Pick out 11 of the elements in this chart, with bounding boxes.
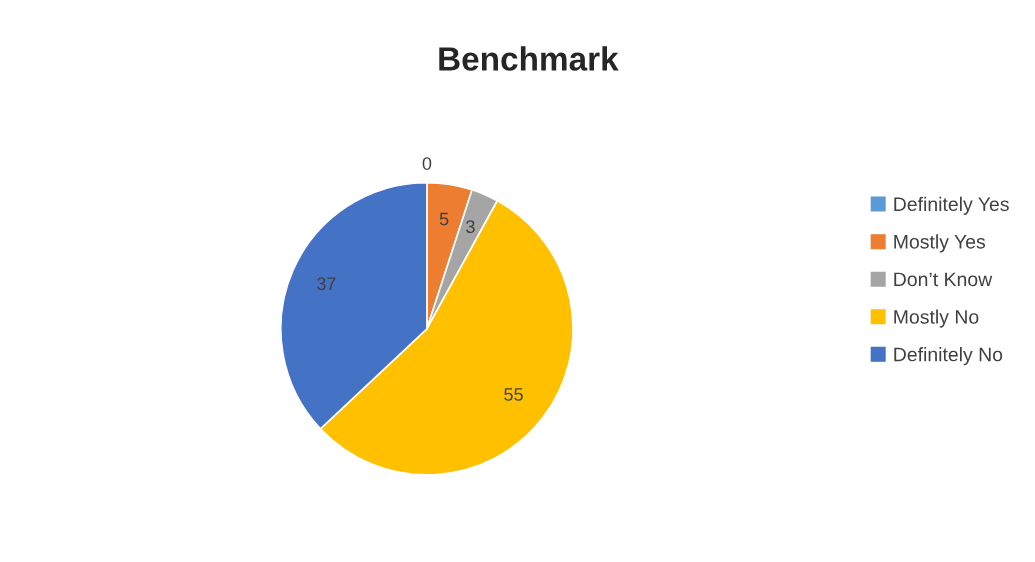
- data-label: 3: [466, 220, 475, 234]
- legend-label: Definitely No: [894, 347, 1003, 366]
- data-label: 5: [439, 212, 449, 226]
- legend-label: Definitely Yes: [894, 196, 1009, 215]
- chart-title: Benchmark: [439, 46, 619, 71]
- data-label: 37: [317, 277, 336, 291]
- legend-label: Don’t Know: [894, 272, 993, 287]
- legend-label: Mostly No: [894, 309, 979, 328]
- text: 0: [422, 157, 432, 170]
- data-label: 55: [504, 388, 523, 401]
- legend-label: Mostly Yes: [894, 234, 986, 253]
